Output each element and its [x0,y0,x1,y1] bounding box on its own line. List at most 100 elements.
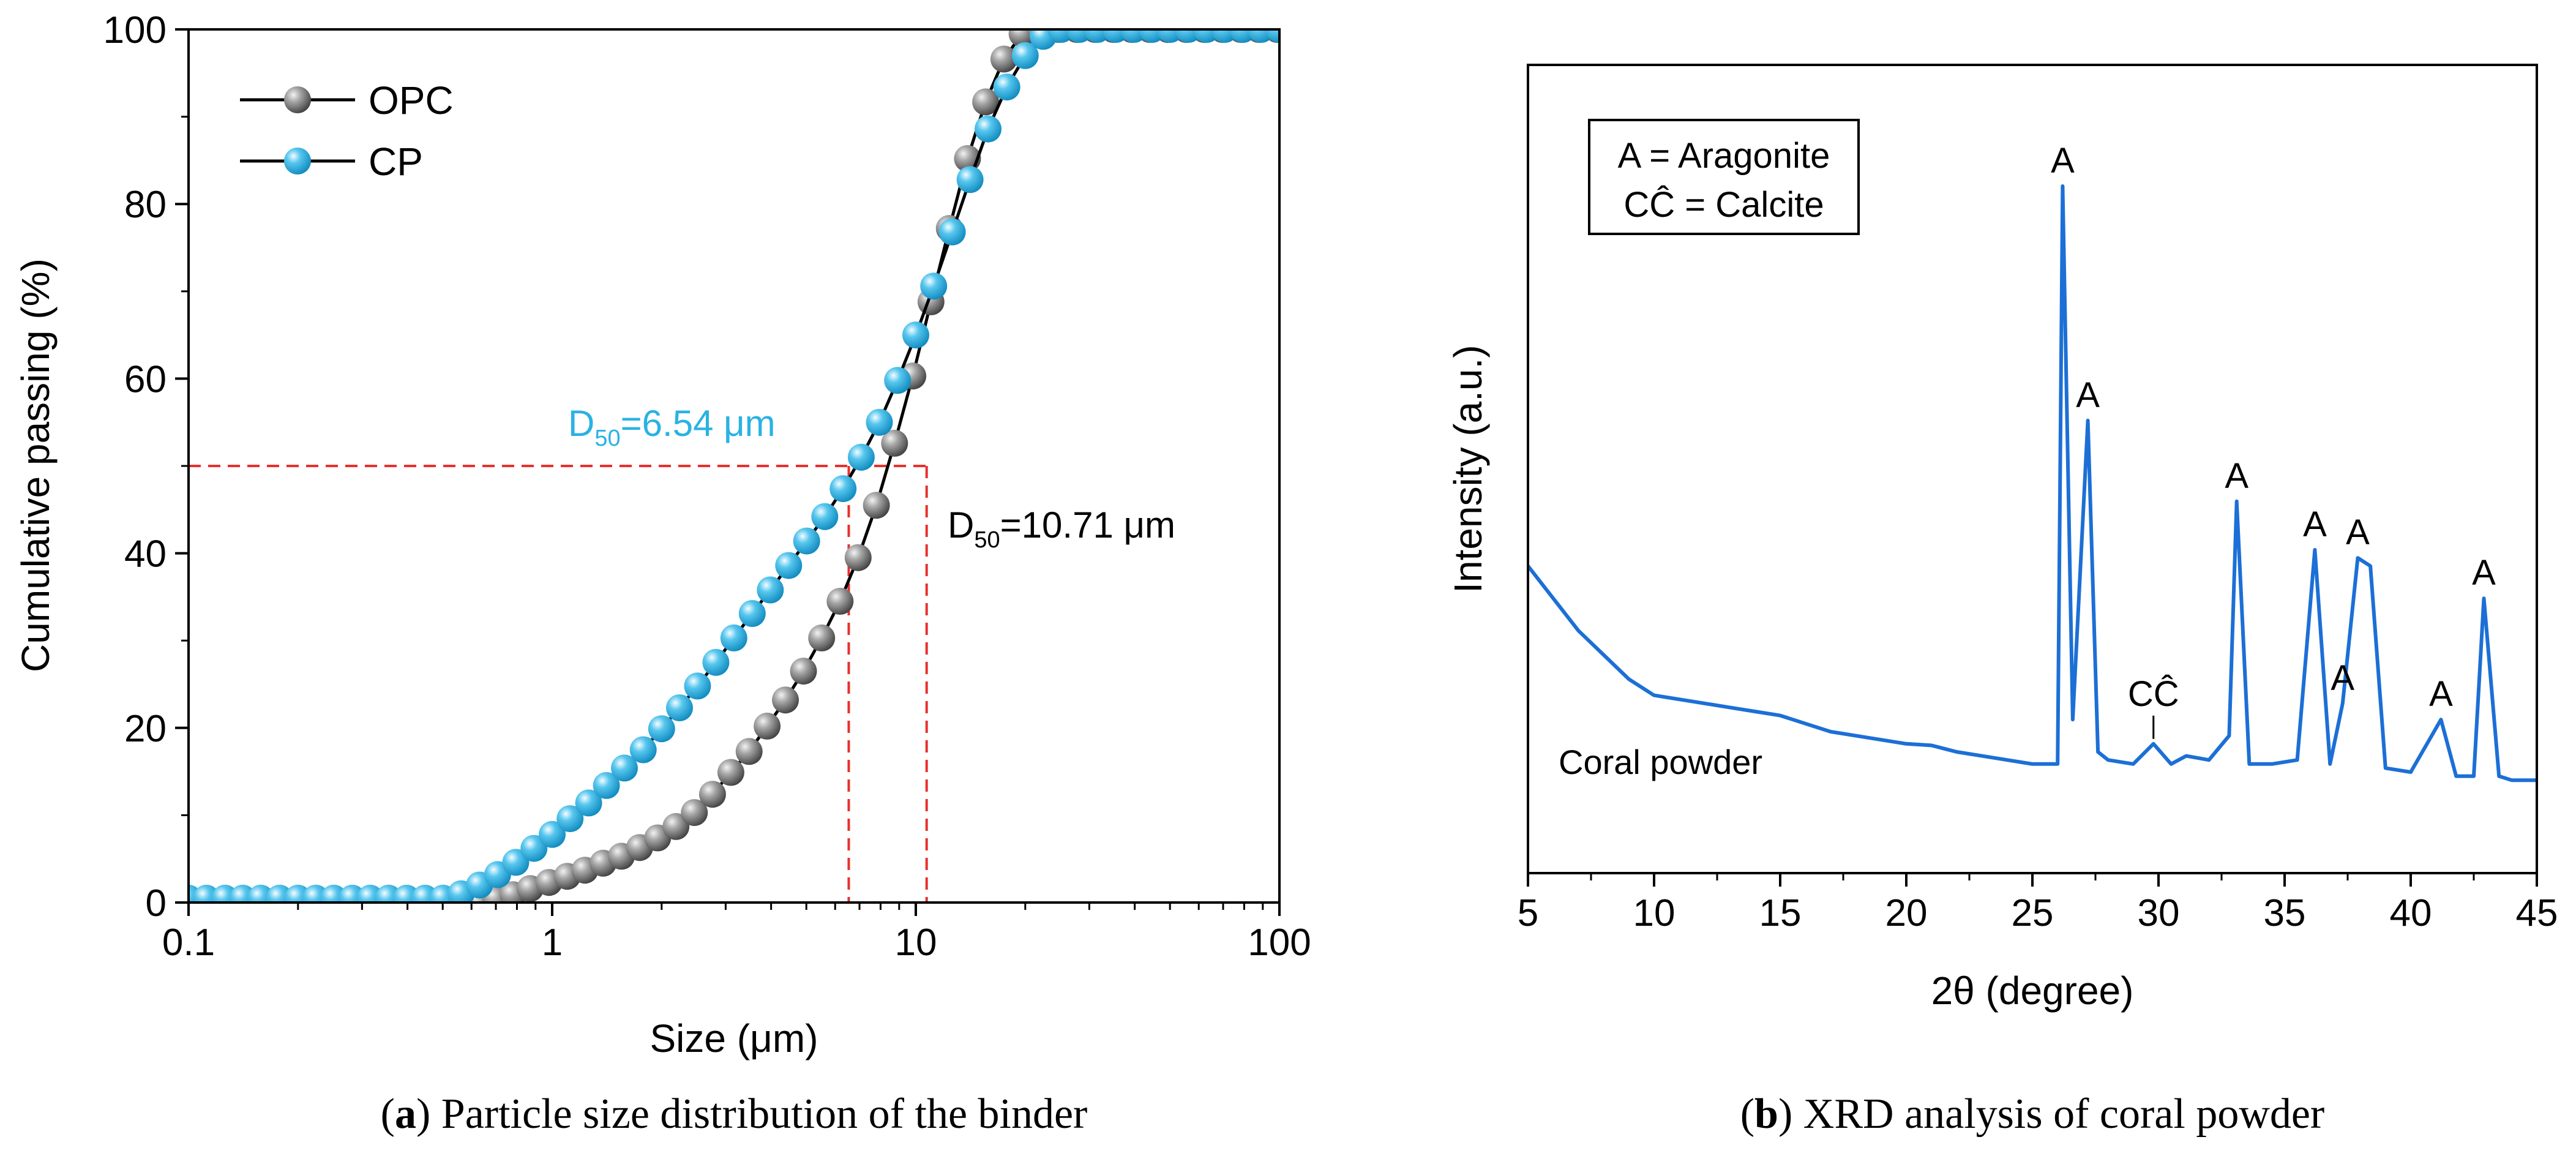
caption-b-text: XRD analysis of coral powder [1792,1090,2324,1138]
x-tick-label-a: 10 [895,921,937,964]
data-point-cp [920,272,948,300]
phase-legend-box: A = Aragonite CĈ = Calcite [1588,119,1860,235]
x-tick-label-b: 15 [1759,892,1802,934]
x-tick-label-b: 45 [2516,892,2558,934]
xrd-pattern [1528,184,2537,783]
legend-label-cp: CP [369,140,423,184]
x-tick-label-b: 35 [2264,892,2306,934]
data-point-cp [938,218,966,246]
d50-opc-rest: =10.71 μm [1000,505,1175,546]
d50-cp-rest: =6.54 μm [621,403,776,444]
d50-annotation-cp: D50=6.54 μm [568,403,776,451]
caption-a-letter: a [395,1090,416,1138]
x-axis-label-b: 2θ (degree) [1931,969,2134,1013]
d50-opc-sub: 50 [974,527,1000,553]
legend-a: OPC CP [240,78,454,184]
data-point-opc [844,544,872,571]
x-axis-a: 0.1 1 10 100 [162,903,1311,964]
y-tick-label-a: 40 [124,533,167,576]
peak-label-aragonite: A [2331,658,2354,698]
data-point-cp [502,849,530,876]
d50-reference-lines [189,465,928,903]
data-point-cp [757,576,784,604]
data-point-cp [829,475,857,503]
data-point-opc [826,588,854,615]
data-point-cp [556,805,584,833]
data-point-cp [720,624,747,651]
d50-opc-main: D [948,505,974,546]
sample-label: Coral powder [1559,743,1762,781]
x-tick-label-b: 5 [1518,892,1538,934]
d50-cp-sub: 50 [594,426,620,451]
y-axis-a: 0 20 40 60 80 100 [103,9,189,925]
legend-entry-cp: CP [240,140,423,184]
panel-a: 0.1 1 10 100 0 20 40 60 80 100 Size (μm) Cumulat… [13,9,1311,1138]
data-point-opc [990,45,1017,73]
d50-annotation-opc: D50=10.71 μm [948,505,1175,553]
psd-series [189,29,1279,903]
y-axis-label-a: Cumulative passing (%) [13,258,58,672]
phase-legend-calcite: CĈ = Calcite [1623,185,1824,225]
legend-marker-cp [284,148,311,175]
data-point-opc [681,799,708,827]
data-point-opc [735,738,763,765]
data-point-opc [863,492,890,519]
phase-legend-aragonite: A = Aragonite [1618,136,1830,176]
data-point-cp [775,552,803,579]
data-point-cp [575,789,602,817]
caption-b-letter: b [1754,1090,1778,1138]
data-point-cp [684,672,711,700]
data-point-cp [593,771,620,799]
data-point-cp [520,835,548,862]
data-point-opc [790,658,817,685]
y-tick-label-a: 0 [146,882,167,925]
peak-label-aragonite: A [2225,456,2248,496]
d50-cp-main: D [568,403,594,444]
peak-label-calcite: CĈ [2128,674,2179,714]
data-point-cp [666,694,693,721]
data-point-opc [662,813,690,840]
xrd-line [1528,184,2537,783]
legend-marker-opc [284,86,311,113]
peak-label-aragonite: A [2429,674,2453,714]
x-tick-label-b: 40 [2390,892,2432,934]
data-point-opc [698,781,726,808]
data-point-cp [648,715,675,743]
peak-label-aragonite: A [2076,375,2100,415]
peak-label-aragonite: A [2303,505,2327,544]
x-tick-label-a: 1 [542,921,563,964]
data-point-cp [611,754,638,782]
y-axis-label-b: Intensity (a.u.) [1446,345,1490,593]
data-point-opc [717,759,744,786]
x-axis-label-a: Size (μm) [650,1016,818,1060]
peak-label-aragonite: A [2472,553,2496,593]
x-tick-label-b: 25 [2012,892,2054,934]
data-point-cp [1011,42,1039,69]
data-point-cp [902,321,929,349]
data-point-cp [866,408,893,436]
data-point-opc [972,88,1000,116]
caption-b: (b) XRD analysis of coral powder [1740,1090,2325,1138]
x-tick-label-b: 20 [1885,892,1928,934]
data-point-cp [847,443,875,471]
data-point-opc [808,624,836,651]
series-opc [465,29,1279,903]
x-tick-label-a: 0.1 [162,921,215,964]
data-point-cp [539,820,566,848]
legend-entry-opc: OPC [240,78,454,122]
x-tick-label-a: 100 [1248,921,1311,964]
data-point-cp [811,503,839,530]
y-tick-label-a: 60 [124,358,167,400]
data-point-cp [1266,29,1279,43]
caption-a: (a) Particle size distribution of the bi… [381,1090,1088,1138]
data-point-opc [754,712,781,740]
legend-label-opc: OPC [369,78,454,122]
data-point-cp [702,648,730,676]
phase-legend-frame [1588,119,1860,235]
data-point-cp [975,115,1002,143]
data-point-cp [738,600,766,627]
x-tick-label-b: 10 [1633,892,1676,934]
data-point-cp [956,166,984,193]
